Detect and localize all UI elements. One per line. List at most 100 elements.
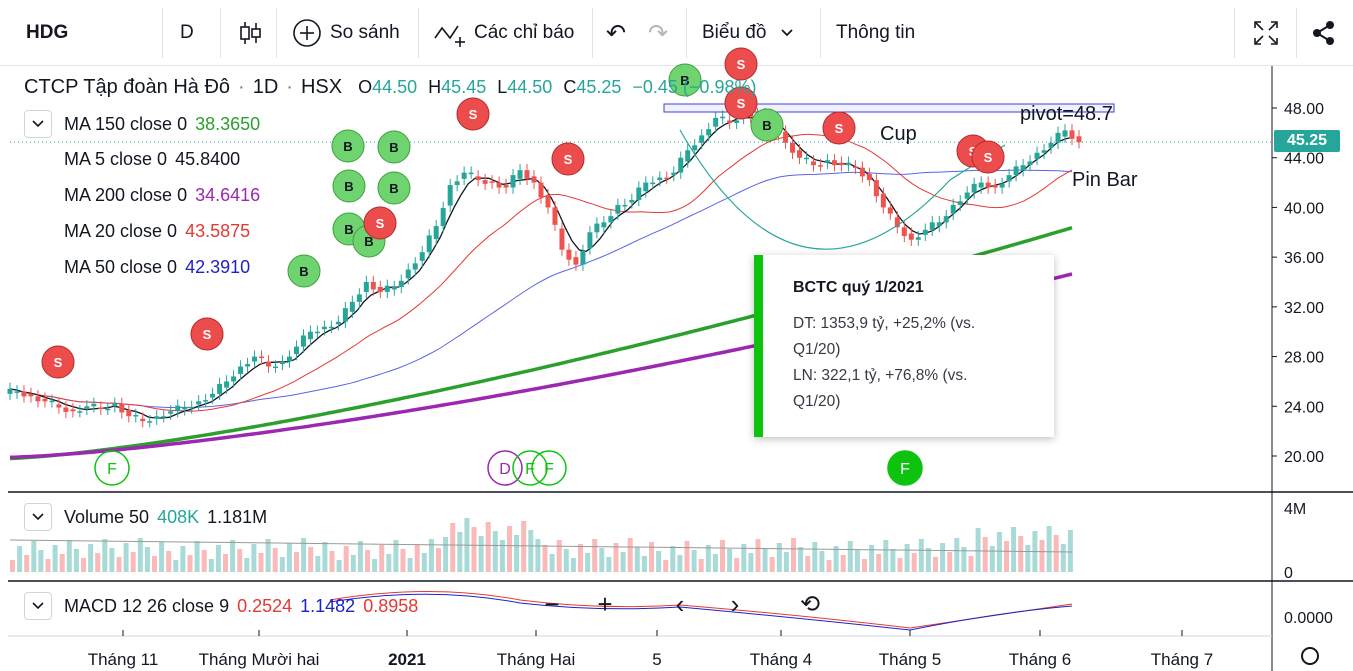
- sell-signal-marker: [41, 345, 75, 379]
- candle-body: [608, 216, 614, 223]
- scroll-right-button[interactable]: ›: [719, 588, 751, 620]
- toolbar-divider: [220, 8, 221, 58]
- zoom-in-button[interactable]: +: [589, 588, 621, 620]
- volume-bar: [208, 559, 214, 572]
- volume-bar: [776, 543, 782, 572]
- volume-bar: [350, 555, 356, 572]
- candle-body: [1027, 161, 1033, 166]
- chart-type-dropdown[interactable]: Biểu đồ: [694, 9, 814, 57]
- candle-body: [706, 129, 712, 136]
- volume-bar: [201, 550, 207, 572]
- top-toolbar: HDG D So sánh: [0, 0, 1353, 66]
- legend-ma150[interactable]: MA 150 close 0 38.3650: [24, 110, 260, 138]
- candle-body: [454, 181, 460, 186]
- volume-bar: [670, 546, 676, 572]
- candle-body: [1020, 165, 1026, 171]
- candle-body: [468, 172, 474, 175]
- volume-bar: [833, 546, 839, 572]
- price-tick-label: 36.00: [1284, 250, 1324, 267]
- legend-volume[interactable]: Volume 50 408K 1.181M: [24, 503, 267, 531]
- candle-body: [189, 406, 195, 409]
- volume-bar: [684, 541, 690, 572]
- candle-body: [440, 208, 446, 227]
- price-tick-label: 20.00: [1284, 449, 1324, 466]
- legend-ma50[interactable]: MA 50 close 0 42.3910: [64, 257, 250, 278]
- legend-macd[interactable]: MACD 12 26 close 9 0.2524 1.1482 0.8958: [24, 592, 418, 620]
- chevron-down-icon: [781, 29, 794, 37]
- volume-bar: [620, 552, 626, 572]
- candle-body: [245, 364, 251, 367]
- volume-bar: [1025, 545, 1031, 572]
- candle-body: [384, 285, 390, 292]
- candle-body: [552, 207, 558, 225]
- interval-button[interactable]: D: [172, 9, 216, 57]
- volume-bar: [570, 558, 576, 572]
- volume-bar: [599, 548, 605, 572]
- chart-style-button[interactable]: [228, 9, 272, 57]
- redo-button[interactable]: ↷: [640, 9, 680, 57]
- volume-bar: [1039, 540, 1045, 572]
- collapse-volume-button[interactable]: [24, 503, 52, 531]
- pin-bar-label: Pin Bar: [1072, 169, 1138, 191]
- signal-letter: B: [343, 139, 352, 154]
- macd-signal-value: 1.1482: [300, 595, 356, 616]
- legend-ma200[interactable]: MA 200 close 0 34.6416: [64, 185, 260, 206]
- pivot-label: pivot=48.7: [1020, 103, 1113, 125]
- symbol-search-button[interactable]: HDG: [18, 9, 158, 57]
- volume-bar: [251, 544, 257, 572]
- buy-signal-marker: [750, 108, 784, 142]
- volume-bar: [812, 542, 818, 572]
- legend-value: 38.3650: [195, 113, 261, 134]
- volume-bar: [876, 554, 882, 572]
- candle-body: [1041, 150, 1047, 153]
- candle-body: [217, 383, 223, 394]
- candle-body: [482, 180, 488, 184]
- candle-body: [363, 282, 369, 292]
- fullscreen-button[interactable]: [1244, 9, 1288, 57]
- signal-letter: B: [344, 179, 353, 194]
- candle-body: [957, 201, 963, 205]
- volume-bar: [578, 544, 583, 572]
- candle-body: [999, 183, 1005, 188]
- candle-body: [894, 217, 900, 228]
- toolbar-divider: [820, 8, 821, 58]
- candle-body: [699, 135, 705, 143]
- volume-bar: [982, 537, 988, 572]
- collapse-macd-button[interactable]: [24, 592, 52, 620]
- legend-ma5[interactable]: MA 5 close 0 45.8400: [64, 149, 240, 170]
- cup-pattern: [679, 129, 1006, 250]
- reset-icon: ⟲: [799, 590, 821, 618]
- candle-body: [783, 131, 789, 143]
- volume-bar: [883, 540, 889, 572]
- signal-letter: B: [299, 264, 308, 279]
- candle-body: [98, 407, 104, 410]
- zoom-out-button[interactable]: −: [536, 588, 568, 620]
- undo-button[interactable]: ↶: [598, 9, 638, 57]
- time-tick-label: 5: [652, 650, 661, 669]
- candle-body: [7, 388, 13, 394]
- reset-chart-button[interactable]: ⟲: [794, 588, 826, 620]
- indicators-button[interactable]: Các chỉ báo: [424, 9, 589, 57]
- candle-body: [203, 400, 209, 402]
- chart-type-label: Biểu đồ: [702, 22, 767, 43]
- candle-body: [314, 331, 320, 334]
- toolbar-divider: [1234, 8, 1235, 58]
- legend-ma20[interactable]: MA 20 close 0 43.5875: [64, 221, 250, 242]
- candle-body: [147, 421, 153, 423]
- candle-body: [63, 407, 69, 412]
- macd-label: MACD 12 26 close 9: [64, 595, 230, 616]
- sell-signal-marker: [551, 142, 585, 176]
- volume-bar: [436, 548, 441, 572]
- volume-bar: [24, 555, 30, 572]
- candle-body: [992, 185, 998, 188]
- volume-bar: [535, 539, 541, 572]
- volume-bars: [9, 518, 1073, 572]
- share-button[interactable]: [1302, 9, 1346, 57]
- collapse-legend-button[interactable]: [24, 110, 52, 138]
- volume-bar: [336, 560, 342, 572]
- candle-body: [929, 222, 935, 230]
- compare-button[interactable]: So sánh: [284, 9, 414, 57]
- info-button[interactable]: Thông tin: [828, 9, 938, 57]
- scroll-left-button[interactable]: ‹: [664, 588, 696, 620]
